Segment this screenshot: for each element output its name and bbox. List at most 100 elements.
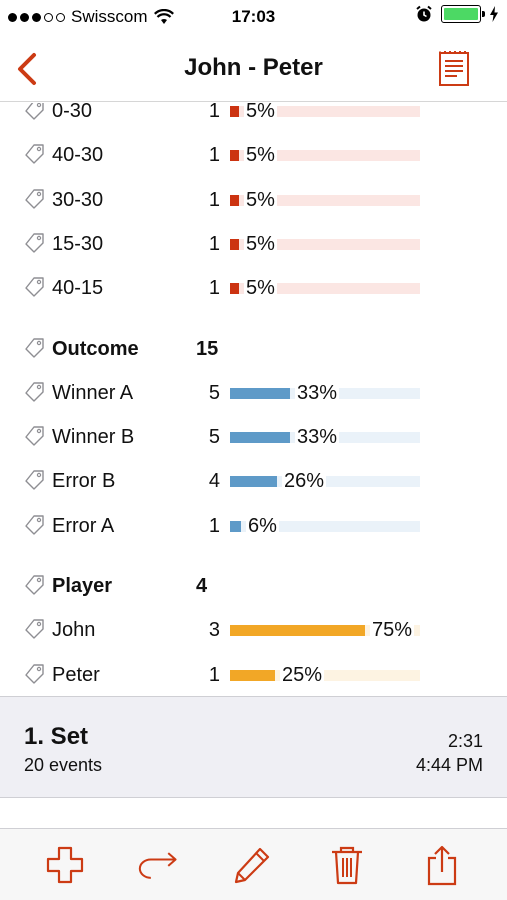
notes-button[interactable] xyxy=(437,50,471,88)
stat-percentage: 5% xyxy=(244,144,277,167)
share-button[interactable] xyxy=(420,843,464,887)
status-time: 17:03 xyxy=(231,7,276,26)
pencil-icon xyxy=(234,847,270,884)
stat-count: 3 xyxy=(208,619,220,642)
stat-percentage: 75% xyxy=(370,619,415,642)
stat-count: 1 xyxy=(208,277,220,300)
back-button[interactable] xyxy=(10,50,44,88)
delete-button[interactable] xyxy=(325,843,369,887)
stat-bar-fill xyxy=(230,283,239,295)
set-name: 1. Set xyxy=(24,723,89,750)
stat-row[interactable]: Error B 4 26% xyxy=(0,460,507,504)
set-events: 20 events xyxy=(24,755,103,775)
stat-count: 1 xyxy=(208,232,220,255)
trash-icon xyxy=(332,846,362,885)
tag-icon xyxy=(24,188,46,210)
stat-percentage: 5% xyxy=(244,232,277,255)
stat-percentage: 5% xyxy=(244,103,277,122)
tag-icon xyxy=(24,143,46,165)
stat-label: 15-30 xyxy=(52,232,104,255)
stat-percentage: 26% xyxy=(282,470,327,493)
stat-row[interactable]: 30-30 1 5% xyxy=(0,179,507,223)
set-time: 4:44 PM xyxy=(415,755,483,775)
stat-count: 4 xyxy=(208,470,220,493)
section-label: Outcome xyxy=(52,337,139,360)
stat-percentage: 5% xyxy=(244,188,277,211)
navigation-bar: John - Peter xyxy=(0,36,507,102)
tag-icon xyxy=(24,469,46,491)
stat-label: 40-15 xyxy=(52,277,104,300)
stat-count: 5 xyxy=(208,381,220,404)
set-duration: 2:31 xyxy=(447,731,483,751)
stat-label: John xyxy=(52,619,96,642)
battery-icon xyxy=(441,5,485,23)
stat-label: Winner A xyxy=(52,381,134,404)
stat-row[interactable]: 40-30 1 5% xyxy=(0,134,507,178)
stat-percentage: 5% xyxy=(244,277,277,300)
stat-bar-fill xyxy=(230,625,365,637)
stat-label: Winner B xyxy=(52,426,135,449)
stat-bar-fill xyxy=(230,106,239,117)
status-right xyxy=(415,5,499,23)
section-header[interactable]: Player 4 xyxy=(0,565,507,609)
stat-bar-fill xyxy=(230,669,275,681)
stat-bar-track xyxy=(230,669,420,681)
tag-icon xyxy=(24,103,46,121)
section-header[interactable]: Outcome 15 xyxy=(0,328,507,372)
tag-icon xyxy=(24,337,46,359)
status-left: Swisscom xyxy=(8,7,174,27)
section-count: 15 xyxy=(196,337,219,360)
alarm-icon xyxy=(416,5,432,22)
stat-bar-fill xyxy=(230,387,290,399)
edit-button[interactable] xyxy=(230,843,274,887)
stat-row[interactable]: Winner A 5 33% xyxy=(0,372,507,416)
stat-bar-fill xyxy=(230,520,241,532)
statistics-list[interactable]: 0-30 1 5% 40-30 1 5% 30-30 1 5% 15-30 1 5% 40-15 1 5% O… xyxy=(0,103,507,695)
tag-icon xyxy=(24,425,46,447)
stat-label: Peter xyxy=(52,663,100,686)
tag-icon xyxy=(24,232,46,254)
signal-dots-icon xyxy=(8,12,65,22)
forward-icon xyxy=(138,852,177,879)
stat-label: 30-30 xyxy=(52,188,104,211)
status-bar: Swisscom 17:03 xyxy=(0,0,507,36)
stat-row[interactable]: 15-30 1 5% xyxy=(0,223,507,267)
stat-count: 1 xyxy=(208,144,220,167)
share-icon xyxy=(427,845,457,886)
stat-percentage: 25% xyxy=(280,663,325,686)
set-summary[interactable]: 1. Set 20 events 2:31 4:44 PM xyxy=(0,696,507,798)
stat-row[interactable]: 0-30 1 5% xyxy=(0,103,507,134)
stat-percentage: 6% xyxy=(246,514,279,537)
stat-row[interactable]: Winner B 5 33% xyxy=(0,416,507,460)
tag-icon xyxy=(24,663,46,685)
stat-row[interactable]: Error A 1 6% xyxy=(0,505,507,549)
tag-icon xyxy=(24,574,46,596)
stat-bar-fill xyxy=(230,150,239,162)
stat-bar-track xyxy=(230,150,420,162)
stat-bar-fill xyxy=(230,476,277,488)
stat-count: 1 xyxy=(208,514,220,537)
bottom-toolbar xyxy=(0,828,507,900)
notes-icon xyxy=(439,51,469,86)
stat-label: 40-30 xyxy=(52,144,104,167)
stat-row[interactable]: Peter 1 25% xyxy=(0,654,507,695)
stat-row[interactable]: 40-15 1 5% xyxy=(0,267,507,311)
add-button[interactable] xyxy=(43,843,87,887)
forward-button[interactable] xyxy=(138,843,182,887)
stat-percentage: 33% xyxy=(295,426,340,449)
stat-count: 1 xyxy=(208,188,220,211)
tag-icon xyxy=(24,514,46,536)
stat-bar-fill xyxy=(230,238,239,250)
page-title: John - Peter xyxy=(184,54,323,81)
stat-row[interactable]: John 3 75% xyxy=(0,609,507,653)
add-icon xyxy=(46,846,84,884)
section-label: Player xyxy=(52,575,113,597)
stat-label: 0-30 xyxy=(52,103,93,122)
stat-label: Error B xyxy=(52,470,116,493)
stat-count: 1 xyxy=(208,103,220,122)
chevron-left-icon xyxy=(18,53,36,85)
tag-icon xyxy=(24,381,46,403)
stat-percentage: 33% xyxy=(295,381,340,404)
stat-bar-track xyxy=(230,194,420,206)
wifi-icon xyxy=(153,9,174,24)
